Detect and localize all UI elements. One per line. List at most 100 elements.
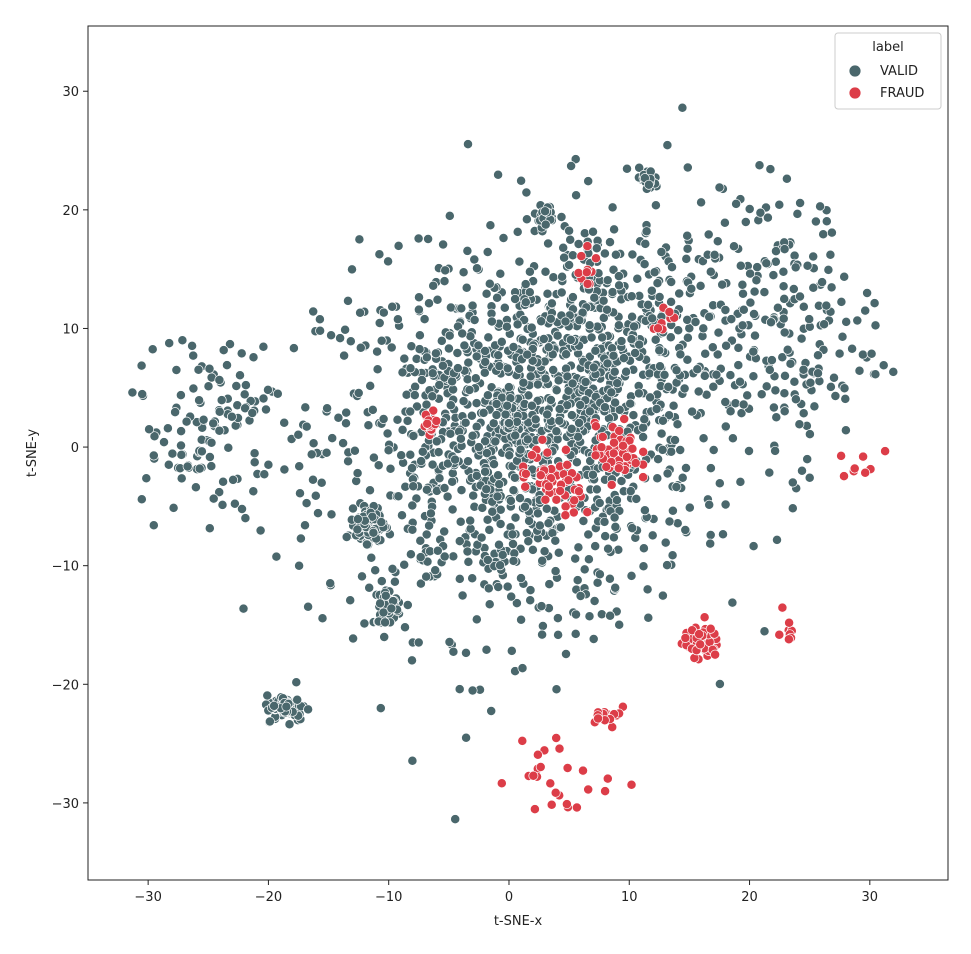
point-valid bbox=[428, 280, 439, 291]
point-valid bbox=[480, 346, 491, 356]
point-valid bbox=[836, 296, 847, 307]
point-fraud bbox=[560, 510, 571, 521]
point-valid bbox=[749, 309, 759, 319]
point-valid bbox=[397, 510, 407, 521]
point-fraud bbox=[710, 649, 721, 660]
point-valid bbox=[548, 272, 559, 283]
point-valid bbox=[682, 314, 693, 325]
point-valid bbox=[575, 400, 586, 410]
point-fraud bbox=[569, 495, 580, 506]
point-valid bbox=[378, 607, 389, 618]
point-valid bbox=[779, 388, 790, 399]
point-valid bbox=[301, 498, 312, 509]
point-valid bbox=[790, 262, 801, 273]
point-valid bbox=[643, 179, 654, 190]
point-valid bbox=[572, 575, 583, 586]
point-valid bbox=[611, 495, 622, 506]
point-valid bbox=[419, 314, 430, 325]
point-valid bbox=[540, 206, 551, 217]
point-valid bbox=[627, 311, 638, 322]
point-valid bbox=[682, 332, 693, 343]
point-valid bbox=[341, 418, 351, 429]
point-valid bbox=[740, 217, 751, 227]
point-fraud bbox=[680, 633, 691, 643]
point-valid bbox=[830, 391, 841, 401]
point-valid bbox=[421, 352, 432, 363]
point-valid bbox=[447, 504, 458, 515]
point-valid bbox=[735, 476, 746, 487]
point-valid bbox=[148, 520, 159, 531]
point-valid bbox=[720, 397, 731, 407]
point-fraud bbox=[551, 494, 562, 505]
point-valid bbox=[239, 389, 250, 400]
point-valid bbox=[416, 456, 427, 467]
point-valid bbox=[707, 342, 718, 353]
point-valid bbox=[424, 520, 435, 531]
point-valid bbox=[301, 421, 312, 432]
point-valid bbox=[303, 704, 314, 715]
point-valid bbox=[714, 679, 725, 689]
point-fraud bbox=[583, 784, 594, 795]
point-valid bbox=[430, 565, 441, 576]
point-valid bbox=[310, 490, 321, 501]
point-valid bbox=[788, 284, 799, 294]
legend-marker-fraud bbox=[848, 86, 862, 100]
point-valid bbox=[625, 398, 636, 409]
point-valid bbox=[457, 590, 468, 601]
point-valid bbox=[354, 234, 365, 245]
point-valid bbox=[802, 260, 813, 271]
point-fraud bbox=[597, 431, 608, 442]
point-valid bbox=[583, 176, 594, 187]
point-valid bbox=[583, 554, 594, 565]
point-fraud bbox=[554, 743, 565, 754]
point-valid bbox=[385, 463, 396, 474]
point-valid bbox=[660, 537, 671, 548]
point-valid bbox=[493, 350, 504, 361]
point-valid bbox=[147, 344, 158, 355]
point-valid bbox=[584, 611, 595, 622]
point-fraud bbox=[520, 468, 531, 479]
point-valid bbox=[613, 271, 624, 282]
point-valid bbox=[666, 446, 677, 457]
point-valid bbox=[662, 468, 673, 479]
point-valid bbox=[264, 716, 275, 727]
point-fraud bbox=[542, 447, 553, 458]
point-valid bbox=[556, 287, 567, 298]
point-valid bbox=[402, 415, 413, 426]
point-valid bbox=[399, 559, 410, 570]
point-valid bbox=[570, 628, 581, 639]
point-valid bbox=[387, 301, 398, 312]
x-tick-label: 10 bbox=[621, 890, 638, 905]
point-valid bbox=[583, 529, 594, 540]
point-valid bbox=[345, 595, 356, 606]
point-valid bbox=[194, 395, 205, 406]
point-valid bbox=[355, 307, 366, 318]
point-valid bbox=[672, 518, 683, 529]
point-valid bbox=[203, 381, 214, 392]
point-valid bbox=[520, 297, 531, 308]
point-valid bbox=[379, 632, 390, 642]
point-valid bbox=[413, 304, 424, 315]
point-valid bbox=[748, 541, 759, 552]
point-valid bbox=[525, 595, 536, 606]
point-valid bbox=[725, 406, 736, 417]
point-valid bbox=[515, 493, 525, 504]
point-fraud bbox=[638, 472, 649, 483]
point-valid bbox=[797, 465, 807, 476]
point-fraud bbox=[561, 799, 572, 810]
point-valid bbox=[456, 485, 467, 496]
point-valid bbox=[468, 490, 479, 501]
point-valid bbox=[255, 525, 266, 536]
point-valid bbox=[696, 197, 707, 208]
point-valid bbox=[407, 524, 418, 535]
point-valid bbox=[248, 486, 259, 497]
point-valid bbox=[862, 288, 873, 298]
point-valid bbox=[308, 438, 319, 449]
point-valid bbox=[543, 342, 554, 353]
point-valid bbox=[247, 408, 258, 418]
point-valid bbox=[214, 406, 225, 417]
point-valid bbox=[345, 336, 356, 347]
point-valid bbox=[762, 212, 773, 223]
point-valid bbox=[780, 370, 790, 381]
point-valid bbox=[363, 420, 374, 431]
